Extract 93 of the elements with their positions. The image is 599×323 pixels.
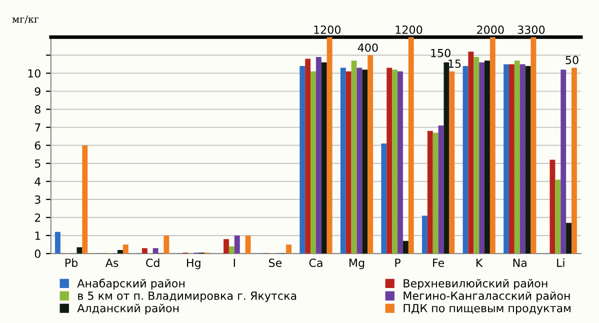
bar: [422, 216, 428, 254]
bar: [520, 64, 526, 254]
x-tick-label: Na: [513, 258, 526, 268]
x-tick-label: Fe: [433, 258, 444, 268]
x-tick-label: Hg: [187, 258, 200, 270]
bar: [560, 70, 566, 254]
y-tick-label: 0: [34, 250, 40, 258]
bar: [449, 71, 455, 254]
legend-label: Верхневилюйский район: [404, 278, 548, 290]
bar: [76, 247, 82, 254]
legend-label: Алданский район: [77, 304, 179, 314]
bar: [444, 62, 450, 254]
annotation: 50: [566, 56, 578, 64]
bar: [316, 56, 322, 254]
y-tick-label: 6: [34, 141, 40, 150]
annotation: 150: [431, 48, 450, 58]
bar: [572, 68, 577, 254]
bar: [118, 250, 123, 254]
bar: [245, 236, 251, 254]
x-tick-label: Li: [557, 258, 564, 267]
bar: [381, 144, 387, 254]
y-tick-label: 8: [34, 105, 40, 114]
y-tick-label: 2: [34, 213, 40, 222]
bar: [142, 248, 148, 254]
bar: [310, 71, 316, 254]
bar: [224, 239, 229, 254]
bar: [340, 68, 346, 254]
bar: [164, 236, 170, 254]
text: 3300: [518, 26, 545, 34]
bar: [82, 145, 88, 254]
y-tick-label: 1: [35, 232, 40, 240]
bar: [550, 160, 556, 254]
y-tick-label: 5: [34, 160, 40, 168]
x-tick-label: I: [234, 258, 235, 267]
bar: [468, 52, 474, 254]
bar: [368, 55, 374, 254]
bar: [530, 37, 536, 254]
bar: [122, 244, 128, 254]
bar: [432, 132, 438, 254]
bar: [234, 236, 240, 254]
legend-label: в 5 км от п. Владимировка г. Якутска: [78, 292, 296, 302]
y-axis-title: мг/кг: [12, 16, 39, 24]
text: 2000: [477, 26, 504, 34]
bar: [286, 244, 292, 254]
annotation: 400: [358, 43, 378, 52]
bar: [54, 232, 60, 254]
bar: [514, 60, 520, 254]
x-tick-label: P: [395, 258, 400, 267]
annotation: 15: [448, 60, 461, 68]
text: 1200: [314, 26, 341, 34]
legend-label: Мегино-Кангаласский район: [404, 291, 570, 302]
bar: [427, 130, 433, 254]
bar: [508, 64, 514, 254]
bar: [474, 56, 480, 254]
bar: [525, 66, 531, 254]
bar: [152, 248, 158, 254]
bar: [386, 68, 392, 254]
bar: [321, 62, 327, 254]
bar: [484, 60, 490, 254]
bar: [504, 64, 509, 254]
x-tick-label: Mg: [350, 258, 364, 270]
y-tick-label: 10: [28, 69, 40, 78]
y-tick-label: 7: [35, 123, 40, 132]
y-tick-label: 3: [34, 195, 40, 204]
bar: [566, 222, 572, 254]
legend-label: ПДК по пищевым продуктам: [404, 304, 570, 314]
x-tick-label: Pb: [66, 258, 78, 268]
x-tick-label: Ca: [309, 258, 322, 268]
bar: [398, 71, 403, 254]
bar: [362, 70, 368, 254]
bar: [462, 66, 468, 254]
bar: [555, 180, 561, 254]
text: 1200: [396, 26, 422, 34]
bar: [326, 37, 332, 254]
bar: [392, 70, 398, 254]
bar: [408, 37, 414, 254]
x-tick-label: Se: [268, 258, 282, 268]
bar: [356, 68, 362, 254]
x-tick-label: As: [105, 258, 118, 268]
bar: [438, 126, 444, 254]
bar: [228, 246, 234, 254]
bar: [351, 60, 357, 254]
bar: [490, 37, 496, 254]
bar: [305, 58, 311, 254]
x-tick-label: Cd: [146, 258, 160, 268]
bar: [479, 62, 485, 254]
bar: [346, 71, 352, 254]
bar: [402, 240, 408, 254]
legend-label: Анабарский район: [77, 278, 184, 290]
y-tick-label: 4: [34, 178, 41, 186]
bar: [300, 66, 306, 254]
y-tick-label: 9: [34, 87, 40, 96]
x-tick-label: K: [476, 258, 483, 267]
